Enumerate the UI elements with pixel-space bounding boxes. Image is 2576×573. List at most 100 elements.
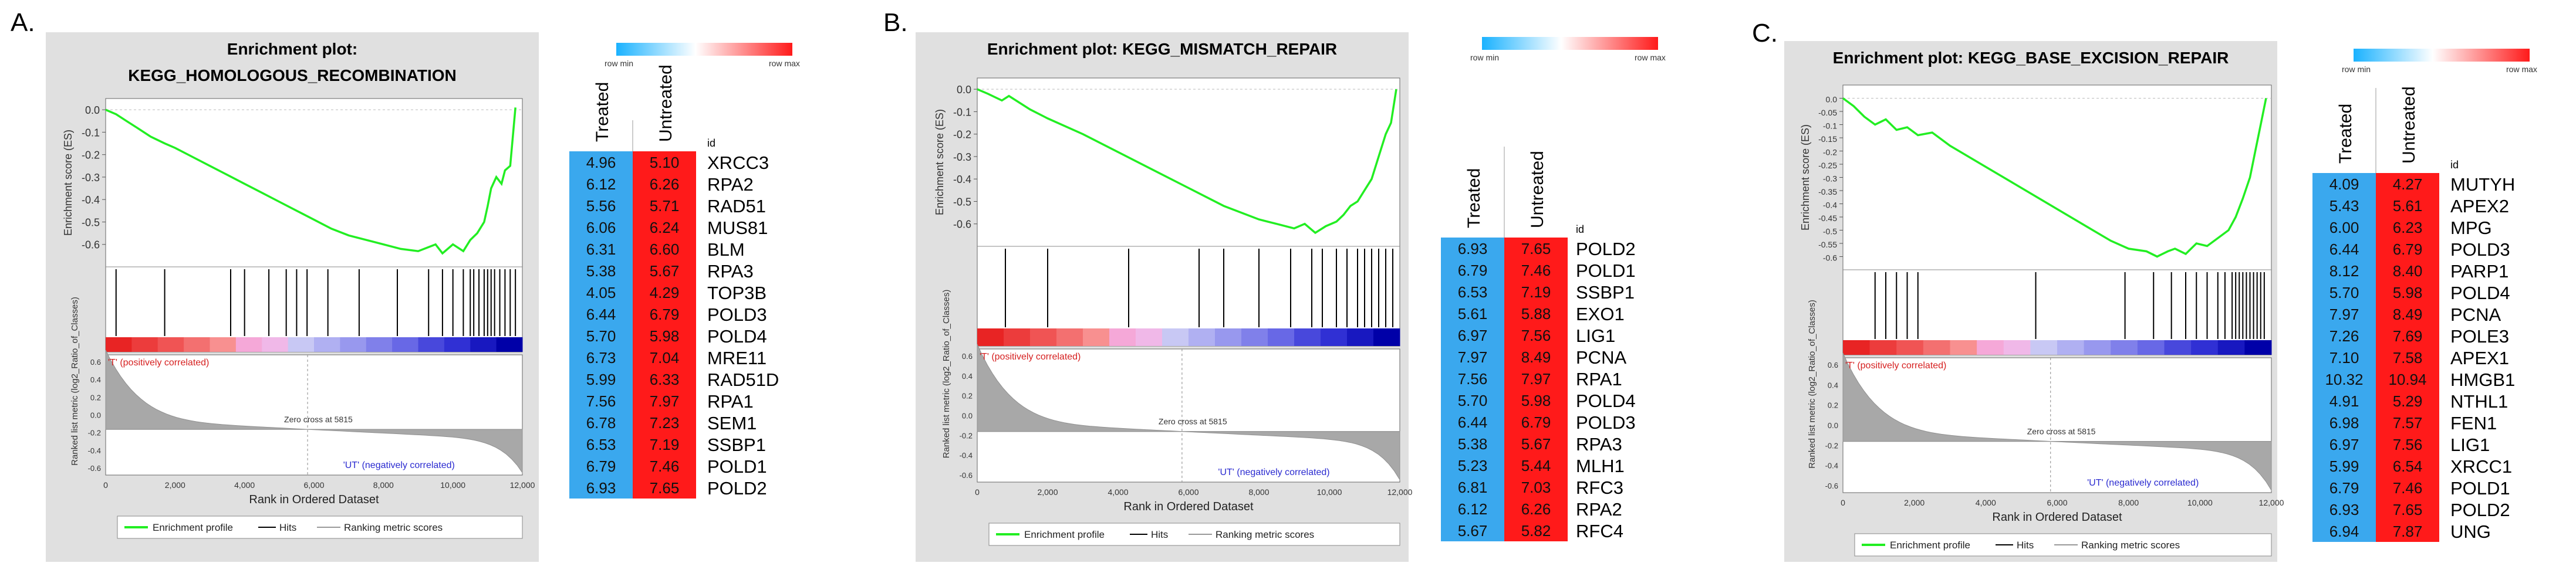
gene-id: LIG1 <box>1576 326 1615 346</box>
treated-value: 6.31 <box>586 240 616 258</box>
treated-value: 6.78 <box>586 414 616 432</box>
gene-id: XRCC3 <box>707 152 769 173</box>
treated-value: 4.96 <box>586 154 616 171</box>
treated-value: 7.10 <box>2329 349 2359 367</box>
untreated-value: 6.26 <box>650 175 680 193</box>
cell-untreated <box>1504 455 1568 476</box>
treated-value: 6.81 <box>1458 479 1488 496</box>
cell-untreated <box>2376 303 2439 325</box>
id-header: id <box>2450 159 2459 171</box>
cell-untreated <box>633 238 696 260</box>
rank-bar-segment <box>1056 328 1083 346</box>
panel-letter-a: A. <box>11 8 35 37</box>
gene-id: SSBP1 <box>1576 282 1635 303</box>
gene-id: APEX2 <box>2450 196 2509 216</box>
treated-value: 6.73 <box>586 349 616 367</box>
es-y-tick-label: -0.5 <box>82 216 100 228</box>
es-y-tick-label: -0.3 <box>82 172 100 184</box>
untreated-value: 7.97 <box>650 392 680 410</box>
metric-ylabel: Ranked list metric (log2_Ratio_of_Classe… <box>70 297 80 466</box>
untreated-value: 7.04 <box>650 349 680 367</box>
treated-value: 7.97 <box>2329 306 2359 323</box>
x-tick-label: 4,000 <box>1976 498 1996 507</box>
metric-y-tick-label: 0.6 <box>962 352 973 361</box>
zero-cross-label: Zero cross at 5815 <box>284 415 353 424</box>
cell-untreated <box>2376 195 2439 216</box>
cell-treated <box>1441 411 1504 433</box>
cell-treated <box>569 368 633 390</box>
x-tick-label: 10,000 <box>1317 487 1342 497</box>
plot-title-line1: Enrichment plot: <box>227 40 357 58</box>
col-header-treated: Treated <box>593 82 612 142</box>
untreated-value: 5.88 <box>1521 305 1551 323</box>
es-enrichment-line <box>977 88 1397 235</box>
rank-bar-segment <box>444 337 471 352</box>
metric-area <box>1842 352 2272 491</box>
treated-value: 6.93 <box>586 479 616 497</box>
untreated-value: 7.57 <box>2393 414 2423 432</box>
cell-treated <box>1441 324 1504 346</box>
es-y-tick-label: -0.2 <box>1823 148 1837 157</box>
cell-untreated <box>1504 324 1568 346</box>
x-tick-label: 0 <box>1841 498 1845 507</box>
rank-bar-segment <box>470 337 497 352</box>
untreated-value: 5.71 <box>650 197 680 215</box>
neg-correlated-label: 'UT' (negatively correlated) <box>2087 478 2199 488</box>
rank-bar-segment <box>2244 340 2272 355</box>
pos-correlated-label: 'T' (positively correlated) <box>1845 361 1946 371</box>
cell-untreated <box>633 455 696 477</box>
gene-id: POLD4 <box>1576 391 1636 411</box>
cell-untreated <box>1504 281 1568 303</box>
gene-id: POLD2 <box>2450 500 2510 520</box>
cell-treated <box>1441 476 1504 498</box>
es-y-tick-label: -0.4 <box>82 194 100 206</box>
cell-treated <box>569 433 633 455</box>
cell-untreated <box>2376 477 2439 499</box>
row-scale-bar <box>2354 49 2530 62</box>
x-axis-label: Rank in Ordered Dataset <box>1992 511 2122 524</box>
cell-untreated <box>633 173 696 195</box>
metric-y-tick-label: -0.6 <box>960 471 973 480</box>
cell-treated <box>2312 347 2376 368</box>
untreated-value: 7.97 <box>1521 370 1551 388</box>
cell-untreated <box>1504 259 1568 281</box>
treated-value: 6.93 <box>2329 501 2359 518</box>
cell-untreated <box>2376 260 2439 282</box>
x-tick-label: 8,000 <box>373 480 394 490</box>
treated-value: 5.99 <box>2329 457 2359 475</box>
cell-treated <box>2312 433 2376 455</box>
rank-bar-segment <box>1030 328 1057 346</box>
untreated-value: 8.49 <box>1521 348 1551 366</box>
rank-bar-segment <box>496 337 523 352</box>
metric-y-tick-label: -0.4 <box>1825 462 1838 470</box>
rank-bar-segment <box>1869 340 1897 355</box>
rank-bar-segment <box>2164 340 2192 355</box>
es-y-tick-label: -0.25 <box>1818 161 1837 170</box>
rank-bar-segment <box>1896 340 1924 355</box>
gene-id: POLD2 <box>1576 239 1636 259</box>
treated-value: 10.32 <box>2325 371 2363 388</box>
cell-treated <box>2312 412 2376 433</box>
cell-untreated <box>633 325 696 347</box>
untreated-value: 6.26 <box>1521 500 1551 518</box>
gene-id: POLD1 <box>2450 478 2510 499</box>
rank-bar-segment <box>366 337 393 352</box>
cell-treated <box>2312 195 2376 216</box>
metric-y-tick-label: -0.2 <box>88 429 101 438</box>
cell-untreated <box>633 433 696 455</box>
treated-value: 5.61 <box>1458 305 1488 323</box>
treated-value: 6.79 <box>2329 479 2359 497</box>
rank-bar-segment <box>1136 328 1163 346</box>
treated-value: 7.97 <box>1458 348 1488 366</box>
treated-value: 5.38 <box>586 262 616 280</box>
zero-cross-label: Zero cross at 5815 <box>2027 427 2096 436</box>
es-y-tick-label: -0.2 <box>953 129 971 141</box>
untreated-value: 5.29 <box>2393 392 2423 410</box>
x-tick-label: 8,000 <box>2118 498 2139 507</box>
treated-value: 5.99 <box>586 371 616 388</box>
cell-untreated <box>633 390 696 412</box>
es-y-tick-label: -0.4 <box>953 174 971 185</box>
rank-bar-segment <box>106 337 132 352</box>
cell-untreated <box>633 216 696 238</box>
panel-letter-c: C. <box>1752 19 1778 48</box>
